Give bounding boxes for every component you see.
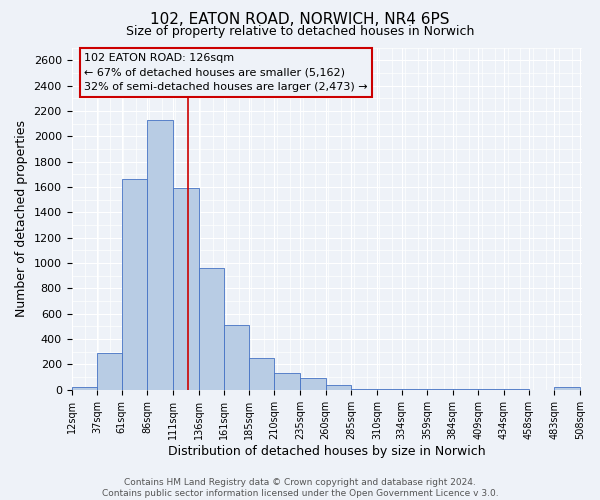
Bar: [427, 389, 453, 390]
Bar: [377, 389, 401, 390]
Text: 102 EATON ROAD: 126sqm
← 67% of detached houses are smaller (5,162)
32% of semi-: 102 EATON ROAD: 126sqm ← 67% of detached…: [84, 52, 368, 92]
Bar: [224, 325, 249, 390]
Bar: [274, 374, 300, 390]
Bar: [326, 386, 351, 390]
Bar: [71, 388, 97, 390]
Bar: [554, 388, 580, 390]
Text: Contains HM Land Registry data © Crown copyright and database right 2024.
Contai: Contains HM Land Registry data © Crown c…: [101, 478, 499, 498]
Bar: [199, 268, 224, 390]
Bar: [122, 180, 148, 390]
Bar: [300, 378, 326, 390]
Bar: [351, 388, 377, 390]
Text: 102, EATON ROAD, NORWICH, NR4 6PS: 102, EATON ROAD, NORWICH, NR4 6PS: [150, 12, 450, 28]
Bar: [173, 188, 199, 390]
Bar: [401, 389, 427, 390]
Bar: [97, 353, 122, 390]
Y-axis label: Number of detached properties: Number of detached properties: [15, 120, 28, 317]
Bar: [453, 389, 478, 390]
Bar: [249, 358, 274, 390]
X-axis label: Distribution of detached houses by size in Norwich: Distribution of detached houses by size …: [168, 444, 485, 458]
Text: Size of property relative to detached houses in Norwich: Size of property relative to detached ho…: [126, 25, 474, 38]
Bar: [478, 389, 504, 390]
Bar: [148, 120, 173, 390]
